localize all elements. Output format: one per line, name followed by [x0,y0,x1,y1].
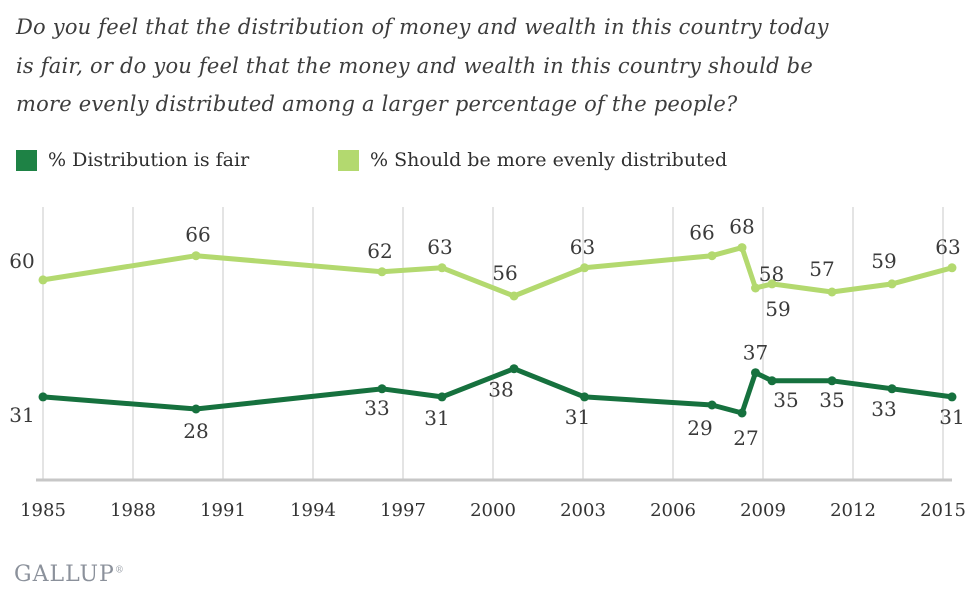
x-axis-tick-label: 2000 [470,500,516,521]
point-marker [751,283,760,293]
point-marker [437,392,447,402]
value-label: 27 [733,426,758,450]
evenly-series-swatch-icon [338,149,359,171]
fair-series-swatch-icon [16,149,37,171]
x-axis-tick-label: 1991 [200,500,246,521]
point-marker [377,384,387,394]
point-marker [707,251,717,261]
point-marker [767,376,777,386]
point-marker [38,392,48,402]
value-label: 31 [424,406,449,430]
value-label: 59 [765,297,790,321]
point-marker [509,364,519,374]
legend-label-evenly-distributed: % Should be more evenly distributed [370,149,728,171]
registered-trademark-icon: ® [114,565,124,576]
point-marker [580,392,589,402]
gallup-logo-text: GALLUP [14,562,115,587]
legend-item-evenly-distributed: % Should be more evenly distributed [338,149,727,171]
x-axis-tick-label: 2006 [650,500,696,521]
point-marker [737,243,747,253]
point-marker [767,279,777,289]
point-marker [38,275,48,285]
value-label: 63 [427,235,452,259]
value-label: 29 [687,416,712,440]
value-label: 38 [488,378,513,402]
point-marker [191,404,201,414]
x-axis-tick-label: 2012 [830,500,876,521]
point-marker [751,368,760,378]
point-marker [377,267,387,277]
value-label: 31 [565,405,590,429]
point-marker [887,384,897,394]
survey-question-line-1: Do you feel that the distribution of mon… [16,15,829,39]
value-label: 56 [492,261,517,285]
value-label: 68 [729,215,754,239]
value-label: 59 [871,249,896,273]
trend-chart: 1985 1988 1991 1994 1997 2000 2003 2006 2009 2012… [9,207,966,521]
legend-label-fair: % Distribution is fair [48,149,250,171]
value-label: 35 [773,388,798,412]
point-marker [947,263,957,273]
value-label: 60 [9,249,34,273]
value-label: 31 [9,403,34,427]
value-label: 66 [185,223,210,247]
point-marker [827,376,837,386]
gallup-logo: GALLUP® [14,562,124,587]
value-label: 62 [367,239,392,263]
value-label: 33 [871,397,896,421]
point-marker [887,279,897,289]
point-marker [827,287,837,297]
value-label: 31 [939,405,964,429]
x-axis-tick-label: 2015 [920,500,966,521]
x-axis-tick-label: 1997 [380,500,426,521]
point-marker [707,400,717,410]
value-label: 63 [570,235,595,259]
survey-question-line-3: more evenly distributed among a larger p… [16,92,738,116]
x-axis-tick-label: 2003 [560,500,606,521]
value-label: 58 [759,262,784,286]
value-label: 66 [689,221,714,245]
legend-item-fair: % Distribution is fair [16,149,249,171]
value-label: 57 [809,257,834,281]
value-label: 37 [743,341,768,365]
value-label: 35 [819,388,844,412]
point-marker [737,408,747,418]
value-label: 28 [183,419,208,443]
value-label: 63 [935,235,960,259]
x-axis-tick-label: 1988 [110,500,156,521]
point-marker [947,392,957,402]
survey-question-line-2: is fair, or do you feel that the money a… [16,53,813,78]
x-axis-tick-label: 2009 [740,500,786,521]
point-marker [437,263,447,273]
x-axis-tick-label: 1985 [20,500,66,521]
point-marker [580,263,589,273]
value-label: 33 [364,396,389,420]
point-marker [509,291,519,301]
point-marker [191,251,201,261]
survey-question: Do you feel that the distribution of mon… [16,8,946,124]
x-axis-tick-label: 1994 [290,500,336,521]
